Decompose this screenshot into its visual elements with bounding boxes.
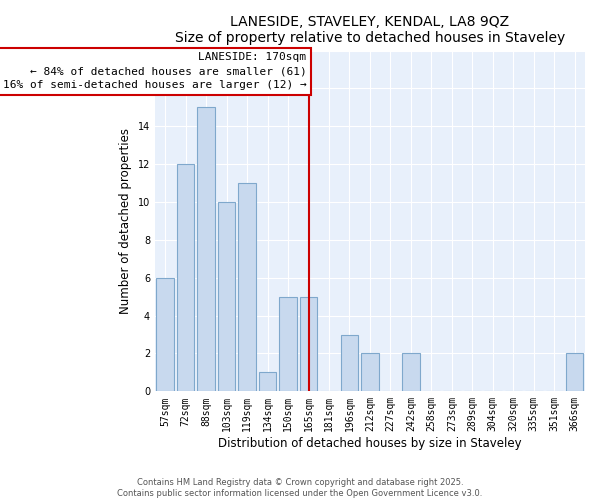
Bar — [157, 278, 174, 392]
Bar — [238, 183, 256, 392]
X-axis label: Distribution of detached houses by size in Staveley: Distribution of detached houses by size … — [218, 437, 522, 450]
Title: LANESIDE, STAVELEY, KENDAL, LA8 9QZ
Size of property relative to detached houses: LANESIDE, STAVELEY, KENDAL, LA8 9QZ Size… — [175, 15, 565, 45]
Text: Contains HM Land Registry data © Crown copyright and database right 2025.
Contai: Contains HM Land Registry data © Crown c… — [118, 478, 482, 498]
Bar — [197, 108, 215, 392]
Bar — [300, 296, 317, 392]
Bar — [402, 354, 419, 392]
Bar — [218, 202, 235, 392]
Text: LANESIDE: 170sqm
← 84% of detached houses are smaller (61)
16% of semi-detached : LANESIDE: 170sqm ← 84% of detached house… — [3, 52, 307, 90]
Bar — [280, 296, 297, 392]
Bar — [361, 354, 379, 392]
Bar — [259, 372, 276, 392]
Bar — [177, 164, 194, 392]
Bar — [341, 334, 358, 392]
Y-axis label: Number of detached properties: Number of detached properties — [119, 128, 132, 314]
Bar — [566, 354, 583, 392]
